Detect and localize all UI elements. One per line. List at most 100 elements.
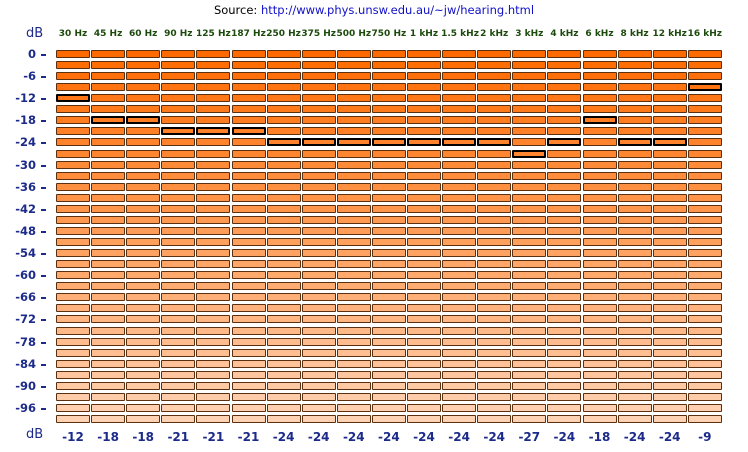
level-cell[interactable]: [266, 315, 301, 324]
level-cell[interactable]: [56, 238, 90, 247]
level-cell[interactable]: [266, 215, 301, 224]
level-cell[interactable]: [442, 414, 477, 423]
level-cell[interactable]: [617, 260, 652, 269]
level-cell[interactable]: [442, 392, 477, 401]
level-cell[interactable]: [196, 271, 231, 280]
level-cell[interactable]: [56, 61, 90, 70]
level-cell[interactable]: [91, 326, 126, 335]
level-cell[interactable]: [407, 238, 441, 247]
level-cell[interactable]: [91, 348, 126, 357]
level-cell[interactable]: [266, 50, 301, 58]
level-cell[interactable]: [126, 149, 161, 158]
level-cell[interactable]: [617, 72, 652, 81]
level-cell[interactable]: [336, 160, 371, 169]
level-cell[interactable]: [477, 61, 512, 70]
level-cell[interactable]: [512, 138, 547, 147]
level-cell[interactable]: [371, 348, 406, 357]
level-cell[interactable]: [196, 226, 231, 235]
level-cell[interactable]: [407, 403, 441, 412]
level-cell[interactable]: [91, 72, 126, 81]
level-cell[interactable]: [477, 282, 512, 291]
level-cell[interactable]: [617, 414, 652, 423]
level-cell[interactable]: [91, 105, 126, 114]
level-cell[interactable]: [161, 61, 196, 70]
level-cell[interactable]: [582, 138, 617, 147]
level-cell[interactable]: [196, 182, 231, 191]
level-cell[interactable]: [617, 182, 652, 191]
level-cell[interactable]: [266, 414, 301, 423]
level-cell[interactable]: [336, 381, 371, 390]
level-cell[interactable]: [161, 348, 196, 357]
level-cell[interactable]: [442, 304, 477, 313]
level-cell[interactable]: [266, 226, 301, 235]
level-cell[interactable]: [371, 149, 406, 158]
level-cell[interactable]: [512, 61, 547, 70]
level-cell[interactable]: [687, 50, 722, 58]
level-cell[interactable]: [407, 149, 441, 158]
level-cell[interactable]: [477, 238, 512, 247]
level-cell[interactable]: [617, 392, 652, 401]
level-cell-selected[interactable]: [126, 116, 161, 125]
level-cell-selected[interactable]: [56, 94, 90, 103]
level-cell[interactable]: [126, 348, 161, 357]
level-cell[interactable]: [231, 249, 266, 258]
level-cell-selected[interactable]: [652, 138, 687, 147]
level-cell[interactable]: [687, 61, 722, 70]
level-cell[interactable]: [371, 105, 406, 114]
level-cell[interactable]: [126, 260, 161, 269]
level-cell[interactable]: [442, 160, 477, 169]
level-cell[interactable]: [161, 326, 196, 335]
level-cell[interactable]: [126, 304, 161, 313]
level-cell[interactable]: [407, 304, 441, 313]
level-cell[interactable]: [582, 61, 617, 70]
level-cell[interactable]: [617, 215, 652, 224]
level-cell[interactable]: [582, 337, 617, 346]
level-cell[interactable]: [582, 94, 617, 103]
level-cell[interactable]: [301, 370, 336, 379]
level-cell[interactable]: [196, 149, 231, 158]
level-cell[interactable]: [56, 348, 90, 357]
level-cell[interactable]: [336, 72, 371, 81]
level-cell[interactable]: [407, 359, 441, 368]
level-cell[interactable]: [512, 293, 547, 302]
level-cell[interactable]: [301, 337, 336, 346]
level-cell[interactable]: [336, 326, 371, 335]
level-cell[interactable]: [617, 282, 652, 291]
level-cell[interactable]: [512, 392, 547, 401]
level-cell[interactable]: [196, 370, 231, 379]
level-cell[interactable]: [407, 381, 441, 390]
level-cell[interactable]: [336, 392, 371, 401]
level-cell[interactable]: [56, 171, 90, 180]
level-cell[interactable]: [91, 61, 126, 70]
level-cell[interactable]: [161, 171, 196, 180]
level-cell[interactable]: [407, 226, 441, 235]
level-cell[interactable]: [547, 315, 582, 324]
level-cell[interactable]: [56, 315, 90, 324]
level-cell-selected[interactable]: [477, 138, 512, 147]
level-cell[interactable]: [371, 282, 406, 291]
level-cell[interactable]: [371, 392, 406, 401]
level-cell[interactable]: [266, 238, 301, 247]
level-cell[interactable]: [126, 160, 161, 169]
level-cell[interactable]: [442, 260, 477, 269]
level-cell[interactable]: [547, 414, 582, 423]
level-cell[interactable]: [56, 359, 90, 368]
level-cell[interactable]: [91, 392, 126, 401]
level-cell[interactable]: [301, 293, 336, 302]
level-cell[interactable]: [687, 304, 722, 313]
level-cell[interactable]: [371, 215, 406, 224]
level-cell[interactable]: [231, 271, 266, 280]
level-cell[interactable]: [91, 381, 126, 390]
level-cell[interactable]: [91, 50, 126, 58]
level-cell[interactable]: [477, 127, 512, 136]
level-cell[interactable]: [687, 348, 722, 357]
level-cell[interactable]: [301, 271, 336, 280]
level-cell[interactable]: [512, 337, 547, 346]
level-cell[interactable]: [301, 160, 336, 169]
level-cell[interactable]: [477, 315, 512, 324]
level-cell[interactable]: [56, 403, 90, 412]
level-cell[interactable]: [547, 348, 582, 357]
level-cell[interactable]: [617, 204, 652, 213]
level-cell[interactable]: [196, 260, 231, 269]
level-cell[interactable]: [56, 215, 90, 224]
